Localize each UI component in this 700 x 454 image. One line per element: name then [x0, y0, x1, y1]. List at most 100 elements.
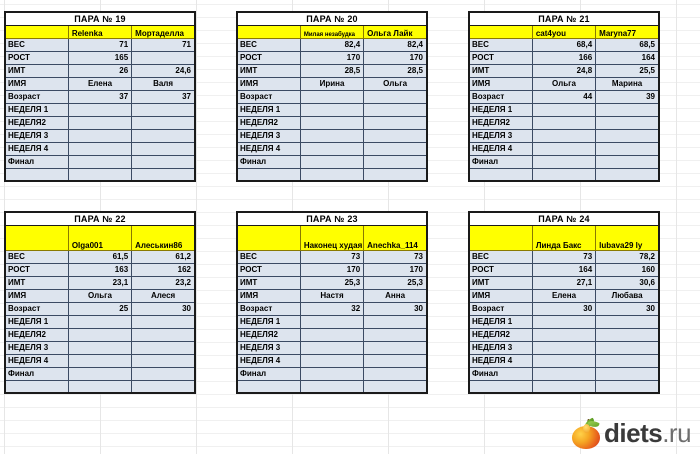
data-cell[interactable]: [299, 141, 365, 156]
data-cell[interactable]: 68,5: [595, 37, 660, 52]
data-cell[interactable]: Алеся: [131, 288, 196, 303]
data-cell[interactable]: [67, 141, 133, 156]
data-cell[interactable]: 23,2: [131, 275, 196, 290]
data-cell[interactable]: Елена: [531, 288, 597, 303]
data-cell[interactable]: [67, 154, 133, 169]
data-cell[interactable]: [363, 102, 428, 117]
data-cell[interactable]: [531, 327, 597, 342]
participant-name[interactable]: Relenka: [67, 24, 133, 39]
data-cell[interactable]: [131, 353, 196, 368]
data-cell[interactable]: 37: [67, 89, 133, 104]
data-cell[interactable]: 28,5: [363, 63, 428, 78]
data-cell[interactable]: [595, 314, 660, 329]
data-cell[interactable]: 82,4: [299, 37, 365, 52]
data-cell[interactable]: 61,5: [67, 249, 133, 264]
data-cell[interactable]: 164: [595, 50, 660, 65]
data-cell[interactable]: [67, 128, 133, 143]
data-cell[interactable]: 37: [131, 89, 196, 104]
data-cell[interactable]: 71: [67, 37, 133, 52]
data-cell[interactable]: [363, 366, 428, 381]
data-cell[interactable]: [299, 366, 365, 381]
data-cell[interactable]: [299, 340, 365, 355]
data-cell[interactable]: [531, 366, 597, 381]
data-cell[interactable]: [531, 340, 597, 355]
data-cell[interactable]: [531, 141, 597, 156]
data-cell[interactable]: [531, 314, 597, 329]
data-cell[interactable]: [67, 327, 133, 342]
data-cell[interactable]: [299, 154, 365, 169]
data-cell[interactable]: 162: [131, 262, 196, 277]
data-cell[interactable]: 24,8: [531, 63, 597, 78]
data-cell[interactable]: [67, 340, 133, 355]
data-cell[interactable]: [299, 89, 365, 104]
participant-name[interactable]: Мортаделла: [131, 24, 196, 39]
data-cell[interactable]: 26: [67, 63, 133, 78]
data-cell[interactable]: 25,3: [299, 275, 365, 290]
data-cell[interactable]: [67, 353, 133, 368]
data-cell[interactable]: 68,4: [531, 37, 597, 52]
participant-name[interactable]: Maryna77: [595, 24, 660, 39]
data-cell[interactable]: Анна: [363, 288, 428, 303]
participant-name[interactable]: Anechka_114: [363, 224, 428, 251]
data-cell[interactable]: [531, 167, 597, 182]
data-cell[interactable]: 30: [595, 301, 660, 316]
participant-name[interactable]: Наконец худая: [299, 224, 365, 251]
data-cell[interactable]: 164: [531, 262, 597, 277]
data-cell[interactable]: 163: [67, 262, 133, 277]
data-cell[interactable]: [67, 366, 133, 381]
data-cell[interactable]: [299, 379, 365, 394]
data-cell[interactable]: Ольга: [531, 76, 597, 91]
data-cell[interactable]: 61,2: [131, 249, 196, 264]
participant-name[interactable]: Линда Бакс: [531, 224, 597, 251]
data-cell[interactable]: [131, 327, 196, 342]
data-cell[interactable]: 73: [299, 249, 365, 264]
data-cell[interactable]: [363, 115, 428, 130]
data-cell[interactable]: Любава: [595, 288, 660, 303]
data-cell[interactable]: [363, 154, 428, 169]
data-cell[interactable]: [363, 340, 428, 355]
data-cell[interactable]: [67, 314, 133, 329]
data-cell[interactable]: Ольга: [363, 76, 428, 91]
participant-name[interactable]: Ольга Лайк: [363, 24, 428, 39]
participant-name[interactable]: lubava29 ly: [595, 224, 660, 251]
data-cell[interactable]: [595, 167, 660, 182]
data-cell[interactable]: Валя: [131, 76, 196, 91]
data-cell[interactable]: [595, 128, 660, 143]
data-cell[interactable]: [131, 141, 196, 156]
data-cell[interactable]: [299, 115, 365, 130]
data-cell[interactable]: 170: [299, 262, 365, 277]
data-cell[interactable]: [363, 167, 428, 182]
data-cell[interactable]: [531, 102, 597, 117]
data-cell[interactable]: [595, 102, 660, 117]
data-cell[interactable]: 160: [595, 262, 660, 277]
participant-name[interactable]: Милая незабудка: [299, 24, 365, 39]
data-cell[interactable]: [299, 314, 365, 329]
data-cell[interactable]: [595, 154, 660, 169]
data-cell[interactable]: 25,5: [595, 63, 660, 78]
data-cell[interactable]: [131, 167, 196, 182]
data-cell[interactable]: [363, 141, 428, 156]
data-cell[interactable]: [363, 379, 428, 394]
data-cell[interactable]: [363, 128, 428, 143]
data-cell[interactable]: 170: [363, 50, 428, 65]
data-cell[interactable]: [67, 167, 133, 182]
data-cell[interactable]: [531, 379, 597, 394]
data-cell[interactable]: [299, 353, 365, 368]
data-cell[interactable]: [595, 141, 660, 156]
data-cell[interactable]: [531, 154, 597, 169]
data-cell[interactable]: [595, 115, 660, 130]
data-cell[interactable]: 71: [131, 37, 196, 52]
data-cell[interactable]: 30: [363, 301, 428, 316]
data-cell[interactable]: 82,4: [363, 37, 428, 52]
data-cell[interactable]: [131, 115, 196, 130]
data-cell[interactable]: [299, 167, 365, 182]
data-cell[interactable]: [531, 353, 597, 368]
data-cell[interactable]: [363, 327, 428, 342]
data-cell[interactable]: [131, 154, 196, 169]
data-cell[interactable]: 165: [67, 50, 133, 65]
data-cell[interactable]: [131, 340, 196, 355]
data-cell[interactable]: [531, 128, 597, 143]
data-cell[interactable]: 73: [363, 249, 428, 264]
data-cell[interactable]: 30,6: [595, 275, 660, 290]
data-cell[interactable]: [67, 102, 133, 117]
